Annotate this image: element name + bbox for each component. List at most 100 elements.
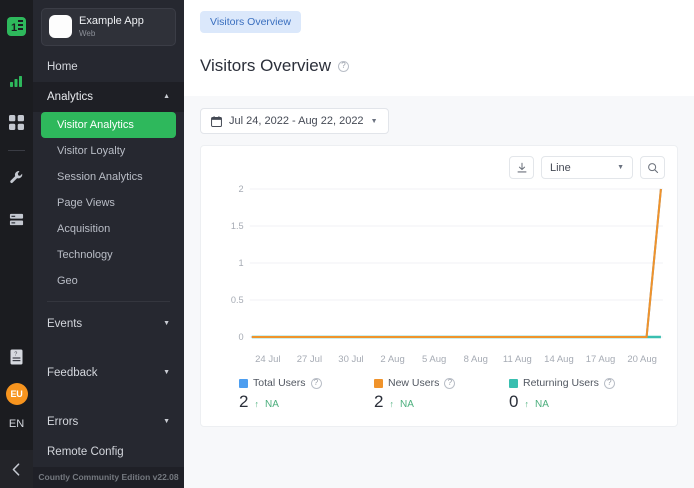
chevron-down-icon: ▼ [163,418,170,426]
x-tick-label: 5 Aug [422,354,447,365]
sidebar-item-label: Page Views [57,196,115,209]
page-header: Visitors Overview ? [184,44,694,96]
sidebar-item-visitor-loyalty[interactable]: Visitor Loyalty [33,138,184,164]
chevron-down-icon: ▼ [370,117,378,125]
wrench-icon[interactable] [0,161,33,193]
app-selector-card[interactable]: Example App Web [41,8,176,46]
help-circle-icon[interactable]: ? [603,377,615,389]
sidebar-item-label: Visitor Loyalty [57,144,126,157]
x-tick-label: 17 Aug [585,354,616,365]
help-doc-icon[interactable]: ? [0,341,33,373]
sidebar: Example App Web Home Analytics ▲ Visitor… [33,0,184,488]
metric-value: 0 [509,392,519,411]
chart-gridlines [249,188,663,338]
metric-value: 2 [239,392,249,411]
grid-apps-icon[interactable] [0,106,33,138]
app-type: Web [79,29,96,39]
server-list-icon[interactable] [0,203,33,235]
chart-svg: 2 1.5 1 0.5 0 [231,184,663,342]
sidebar-section-feedback[interactable]: Feedback ▼ [33,358,184,388]
sidebar-item-label: Home [47,60,78,73]
sidebar-item-geo[interactable]: Geo [33,268,184,294]
breadcrumb[interactable]: Visitors Overview [200,11,301,33]
help-circle-icon[interactable]: ? [444,377,456,389]
date-range-picker[interactable]: Jul 24, 2022 - Aug 22, 2022 ▼ [200,108,389,134]
chart-toolbar: Line ▼ [213,156,665,179]
svg-text:1: 1 [239,258,244,268]
legend-swatch-icon [509,378,518,388]
svg-text:2: 2 [239,184,244,194]
metric-trend: NA [264,399,279,410]
app-thumbnail-icon [49,15,72,39]
metric-label: Total Users [253,377,306,389]
chart-type-select[interactable]: Line ▼ [541,156,633,179]
sidebar-item-visitor-analytics[interactable]: Visitor Analytics [41,111,176,138]
chart-y-ticks: 2 1.5 1 0.5 0 [231,184,244,342]
chart-card: Line ▼ [200,145,678,427]
metric-trend: NA [399,399,414,410]
svg-text:1: 1 [11,22,17,34]
rail-bottom-group: ? EU EN [0,341,33,488]
main-content: Visitors Overview Visitors Overview ? Ju… [184,0,694,488]
topbar: Visitors Overview [184,0,694,44]
svg-text:?: ? [14,352,17,358]
icon-rail: 1 [0,0,33,488]
chevron-down-icon: ▼ [617,164,624,171]
help-circle-icon[interactable]: ? [338,60,349,72]
sidebar-section-analytics[interactable]: Analytics ▲ [33,81,184,112]
legend-swatch-icon [374,378,383,388]
sidebar-item-label: Visitor Analytics [57,118,134,131]
app-name: Example App [79,15,144,27]
svg-text:0.5: 0.5 [231,295,244,305]
sidebar-section-events[interactable]: Events ▼ [33,309,184,339]
x-tick-label: 2 Aug [380,354,405,365]
x-tick-label: 24 Jul [255,354,281,365]
metric-total-users[interactable]: Total Users ? 2 ↑ NA [239,377,374,412]
rail-divider [8,150,25,151]
x-tick-label: 14 Aug [544,354,574,365]
metric-new-users[interactable]: New Users ? 2 ↑ NA [374,377,509,412]
download-icon[interactable] [509,156,534,179]
sidebar-item-label: Technology [57,248,113,261]
sidebar-item-remote-config[interactable]: Remote Config [33,437,184,467]
sidebar-item-session-analytics[interactable]: Session Analytics [33,164,184,190]
metric-returning-users[interactable]: Returning Users ? 0 ↑ NA [509,377,644,412]
sidebar-section-errors[interactable]: Errors ▼ [33,407,184,437]
help-circle-icon[interactable]: ? [310,377,322,389]
chevron-left-icon[interactable] [0,450,33,488]
sidebar-spacer [33,388,184,407]
magnifier-icon[interactable] [640,156,665,179]
sidebar-item-acquisition[interactable]: Acquisition [33,216,184,242]
sidebar-item-technology[interactable]: Technology [33,242,184,268]
sidebar-item-home[interactable]: Home [33,52,184,82]
date-range-value: Jul 24, 2022 - Aug 22, 2022 [229,115,364,127]
sidebar-item-page-views[interactable]: Page Views [33,190,184,216]
countly-logo-icon[interactable]: 1 [0,10,33,42]
sidebar-section-label: Analytics [47,90,94,103]
bar-chart-icon[interactable] [0,64,33,96]
line-chart-plot[interactable]: 2 1.5 1 0.5 0 [215,181,665,351]
sidebar-spacer [33,339,184,358]
metric-label: New Users [388,377,440,389]
chart-legend-metrics: Total Users ? 2 ↑ NA New Users [213,365,665,426]
x-tick-label: 11 Aug [502,354,532,365]
language-selector[interactable]: EN [8,418,25,430]
sidebar-section-label: Errors [47,415,79,428]
chart-type-value: Line [550,161,571,174]
x-tick-label: 20 Aug [627,354,657,365]
page-title: Visitors Overview [200,56,331,75]
avatar[interactable]: EU [5,383,28,405]
x-tick-label: 30 Jul [338,354,364,365]
sidebar-nav: Home Analytics ▲ Visitor Analytics Visit… [33,52,184,467]
sidebar-section-label: Feedback [47,366,98,379]
chevron-down-icon: ▼ [163,320,170,328]
metric-trend: NA [534,399,549,410]
x-tick-label: 8 Aug [463,354,488,365]
svg-text:0: 0 [239,332,244,342]
sidebar-item-label: Session Analytics [57,170,143,183]
calendar-icon [211,115,222,127]
sidebar-divider [47,300,170,302]
trend-up-icon: ↑ [389,399,394,409]
svg-text:1.5: 1.5 [231,221,244,231]
